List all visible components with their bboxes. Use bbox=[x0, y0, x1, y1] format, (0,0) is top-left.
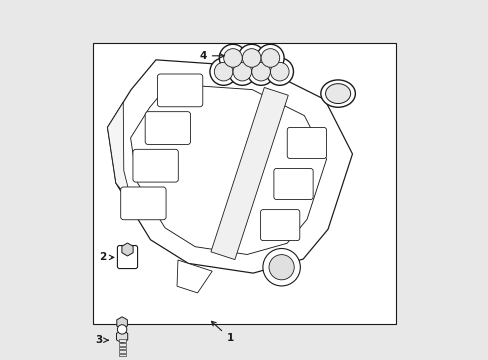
Circle shape bbox=[256, 44, 284, 72]
Polygon shape bbox=[117, 317, 127, 329]
Polygon shape bbox=[116, 330, 127, 343]
FancyBboxPatch shape bbox=[117, 246, 137, 269]
Circle shape bbox=[265, 58, 293, 85]
Bar bbox=[93, 43, 395, 324]
Bar bbox=[118, 347, 125, 349]
Circle shape bbox=[214, 62, 232, 81]
Polygon shape bbox=[177, 260, 212, 293]
FancyBboxPatch shape bbox=[121, 187, 166, 220]
Circle shape bbox=[270, 62, 288, 81]
Text: 1: 1 bbox=[211, 321, 233, 343]
FancyBboxPatch shape bbox=[273, 168, 312, 199]
Ellipse shape bbox=[325, 84, 350, 104]
Text: 3: 3 bbox=[95, 335, 108, 345]
Ellipse shape bbox=[320, 80, 355, 107]
FancyBboxPatch shape bbox=[260, 210, 299, 240]
Polygon shape bbox=[122, 243, 133, 256]
Circle shape bbox=[251, 62, 270, 81]
Bar bbox=[118, 354, 125, 356]
Text: 2: 2 bbox=[99, 252, 114, 262]
Bar bbox=[118, 350, 125, 353]
FancyBboxPatch shape bbox=[133, 149, 178, 182]
Circle shape bbox=[209, 58, 237, 85]
Circle shape bbox=[228, 58, 256, 85]
Circle shape bbox=[242, 49, 261, 67]
Polygon shape bbox=[107, 102, 132, 203]
Polygon shape bbox=[130, 84, 326, 255]
FancyBboxPatch shape bbox=[286, 127, 326, 158]
Bar bbox=[118, 343, 125, 346]
Circle shape bbox=[268, 255, 294, 280]
Circle shape bbox=[219, 44, 246, 72]
Polygon shape bbox=[210, 87, 288, 260]
Circle shape bbox=[261, 49, 279, 67]
Polygon shape bbox=[107, 60, 352, 273]
FancyBboxPatch shape bbox=[157, 74, 203, 107]
Circle shape bbox=[247, 58, 274, 85]
Circle shape bbox=[238, 44, 265, 72]
Circle shape bbox=[263, 248, 300, 286]
Circle shape bbox=[223, 49, 242, 67]
Text: 4: 4 bbox=[199, 51, 224, 61]
FancyBboxPatch shape bbox=[145, 112, 190, 144]
Circle shape bbox=[233, 62, 251, 81]
Circle shape bbox=[117, 325, 126, 334]
Bar bbox=[118, 339, 125, 342]
